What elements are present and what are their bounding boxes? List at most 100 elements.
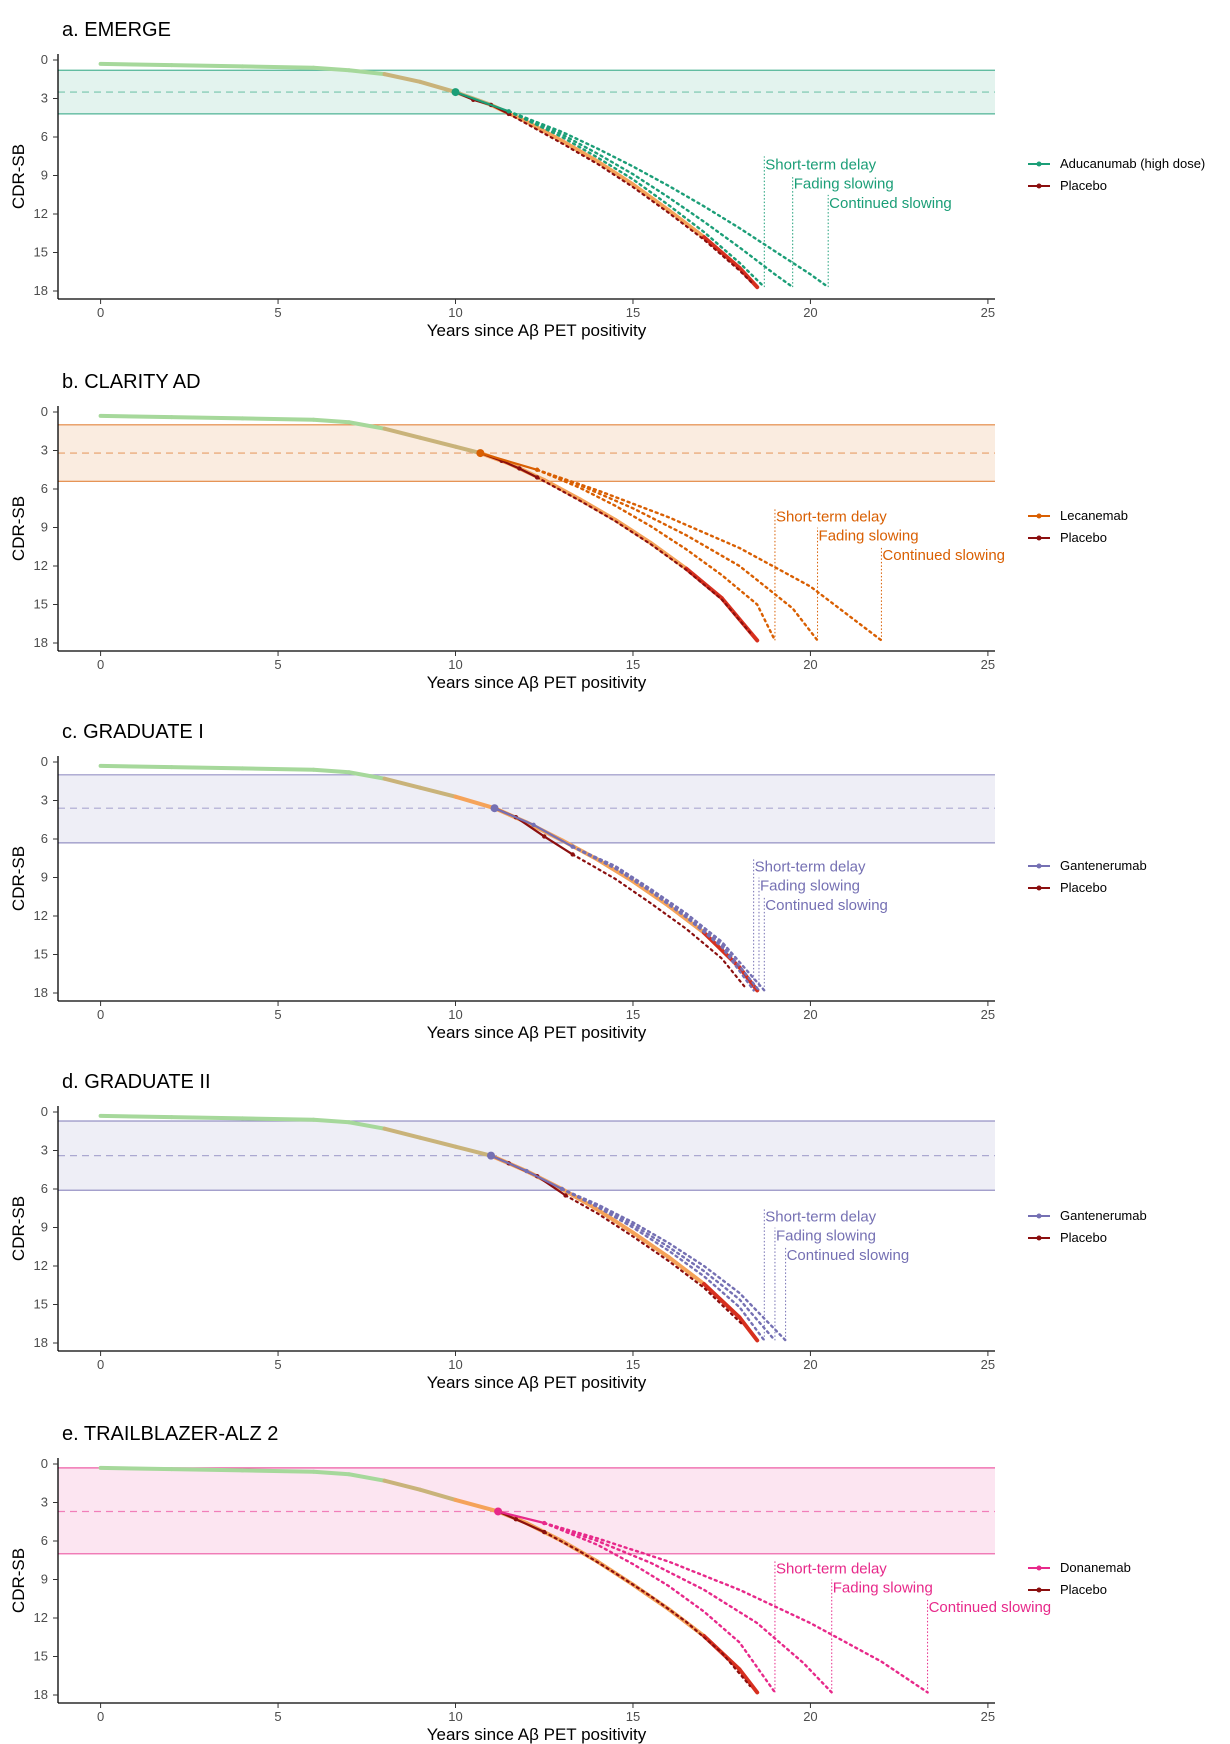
scenario-label: Fading slowing [776, 1228, 876, 1245]
scenario-label: Continued slowing [929, 1599, 1052, 1616]
y-axis-title: CDR-SB [9, 1196, 28, 1261]
natural-history-segment [169, 1467, 245, 1473]
treatment-point [531, 822, 536, 828]
y-tick-label: 18 [34, 985, 48, 1000]
natural-history-segment [630, 1230, 671, 1260]
natural-history-segment [311, 65, 352, 73]
placebo-projection-line [535, 476, 752, 634]
scenario-label: Fading slowing [833, 1580, 933, 1597]
x-tick-label: 25 [981, 1357, 995, 1372]
y-tick-label: 12 [34, 1258, 48, 1273]
natural-history-segment [737, 1315, 760, 1343]
natural-history-segment [737, 265, 760, 290]
natural-history-segment [577, 497, 618, 522]
x-tick-label: 25 [981, 1007, 995, 1022]
legend-key-placebo-dot [1036, 1235, 1042, 1241]
panel-title: c. GRADUATE I [62, 721, 204, 743]
panel-title: a. EMERGE [62, 19, 171, 41]
natural-history-segment [98, 61, 174, 68]
y-tick-label: 15 [34, 1649, 48, 1664]
treatment-point [559, 1186, 565, 1192]
y-tick-label: 3 [41, 1143, 48, 1158]
natural-history-segment [630, 879, 671, 908]
legend-key-treatment-dot [1036, 513, 1042, 519]
placebo-point [570, 852, 575, 857]
natural-history-segment [418, 435, 458, 449]
natural-history-segment [453, 1144, 494, 1158]
scenario-label: Short-term delay [765, 1208, 876, 1225]
natural-history-segment [737, 1667, 760, 1695]
y-tick-label: 9 [41, 168, 48, 183]
y-tick-label: 9 [41, 870, 48, 885]
natural-history-segment [169, 765, 245, 771]
placebo-point [517, 466, 522, 471]
x-tick-label: 5 [274, 305, 281, 320]
y-tick-label: 6 [41, 129, 48, 144]
x-tick-label: 10 [448, 1357, 462, 1372]
y-tick-label: 18 [34, 1687, 48, 1702]
y-tick-label: 3 [41, 91, 48, 106]
scenario-line-0 [507, 110, 766, 289]
legend-key-treatment-dot [1036, 161, 1042, 167]
scenario-line-1 [560, 1187, 777, 1342]
natural-history-segment [98, 1465, 174, 1472]
treatment-point [534, 467, 540, 472]
natural-history-segment [240, 766, 316, 772]
panel-title: d. GRADUATE II [62, 1071, 211, 1093]
natural-history-segment [701, 235, 742, 270]
natural-history-segment [524, 119, 564, 143]
treatment-point [570, 844, 575, 849]
placebo-point [563, 1193, 568, 1198]
x-tick-label: 0 [97, 1709, 104, 1724]
x-axis-title: Years since Aβ PET positivity [427, 321, 647, 340]
y-tick-label: 15 [34, 597, 48, 612]
scenario-line-2 [543, 1521, 929, 1694]
legend-label-placebo: Placebo [1060, 880, 1107, 895]
scenario-label: Fading slowing [760, 878, 860, 895]
y-tick-label: 12 [34, 908, 48, 923]
legend-label-placebo: Placebo [1060, 178, 1107, 193]
scenario-label: Short-term delay [755, 858, 866, 875]
natural-history-segment [311, 767, 352, 775]
natural-history-segment [382, 1478, 423, 1492]
ci-band [58, 1467, 995, 1554]
placebo-point [513, 1516, 519, 1522]
natural-history-segment [311, 1469, 352, 1477]
x-tick-label: 10 [448, 657, 462, 672]
treatment-point [524, 1168, 529, 1174]
x-tick-label: 0 [97, 657, 104, 672]
natural-history-segment [347, 770, 387, 781]
natural-history-segment [169, 1115, 245, 1121]
y-axis-title: CDR-SB [9, 846, 28, 911]
natural-history-segment [240, 416, 316, 422]
treatment-point [490, 804, 499, 813]
legend-key-treatment-dot [1036, 1213, 1042, 1219]
panel-2: b. CLARITY AD 0 3 6 9 12 15 18 0 5 10 15 20 25 Years s… [9, 371, 1128, 692]
panel-title: b. CLARITY AD [62, 371, 201, 393]
natural-history-segment [630, 182, 671, 213]
scenario-line-0 [571, 845, 755, 992]
natural-history-segment [382, 426, 423, 440]
x-tick-label: 0 [97, 1357, 104, 1372]
scenario-line-2 [560, 1187, 787, 1342]
treatment-point [494, 1507, 503, 1516]
natural-history-segment [595, 159, 635, 187]
scenario-line-0 [543, 1521, 777, 1694]
y-tick-label: 9 [41, 1220, 48, 1235]
natural-history-segment [347, 420, 387, 431]
legend-key-placebo-dot [1036, 885, 1042, 891]
placebo-projection-line [543, 1530, 752, 1688]
placebo-point [542, 834, 547, 839]
scenario-line-1 [543, 1521, 833, 1694]
scenario-label: Short-term delay [776, 1560, 887, 1577]
panel-4: d. GRADUATE II 0 3 6 9 12 15 18 0 5 10 15 20 25 Years … [9, 1071, 1147, 1392]
natural-history-segment [347, 68, 387, 77]
natural-history-segment [382, 72, 423, 84]
x-tick-label: 25 [981, 305, 995, 320]
x-tick-label: 5 [274, 657, 281, 672]
y-tick-label: 15 [34, 245, 48, 260]
x-tick-label: 10 [448, 305, 462, 320]
natural-history-segment [613, 517, 653, 545]
natural-history-segment [98, 413, 174, 420]
